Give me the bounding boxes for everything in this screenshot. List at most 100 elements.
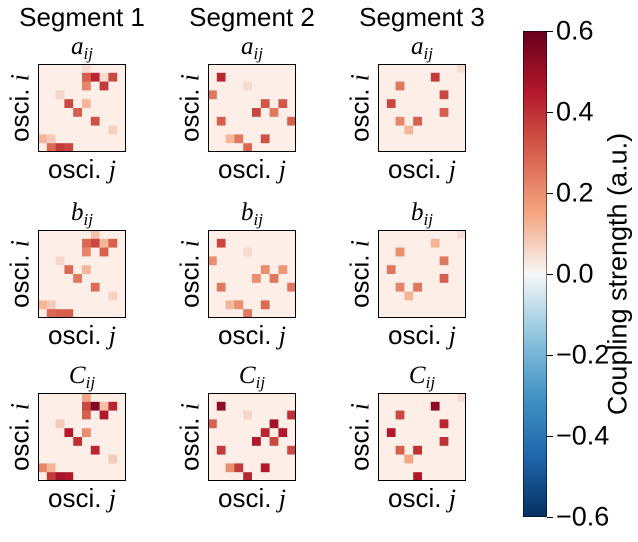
cell-r2-c1: [216, 410, 226, 420]
cell-r7-c6: [430, 454, 440, 464]
cell-r0-c6: [90, 64, 100, 74]
cell-r2-c2: [395, 247, 405, 257]
cell-r9-c5: [252, 143, 262, 152]
cell-r3-c6: [260, 419, 270, 429]
cell-r1-c5: [422, 72, 432, 82]
cell-r4-c5: [422, 99, 432, 109]
cell-r8-c3: [404, 463, 414, 473]
cell-r0-c4: [413, 64, 423, 74]
cell-r4-c4: [413, 99, 423, 109]
ylabel-C-seg2: osci. i: [174, 403, 205, 471]
cell-r2-c7: [269, 247, 279, 257]
cell-r7-c2: [55, 454, 65, 464]
cell-r4-c6: [430, 428, 440, 438]
cell-r8-c6: [430, 463, 440, 473]
cell-r7-c0: [38, 125, 48, 135]
cell-r9-c3: [234, 472, 244, 481]
cell-r7-c1: [386, 291, 396, 301]
cell-r7-c3: [234, 291, 244, 301]
cell-r7-c8: [108, 291, 118, 301]
cell-r7-c6: [260, 125, 270, 135]
cell-r8-c1: [216, 463, 226, 473]
cell-r1-c4: [73, 72, 83, 82]
cell-r5-c0: [378, 108, 388, 118]
cell-r3-c2: [225, 90, 235, 100]
cell-r8-c2: [395, 134, 405, 144]
cell-r4-c5: [422, 265, 432, 275]
cell-r9-c1: [216, 309, 226, 318]
cell-r8-c6: [90, 463, 100, 473]
cell-r6-c7: [439, 282, 449, 292]
cell-r2-c4: [73, 81, 83, 91]
cell-r6-c1: [46, 445, 56, 455]
cell-r3-c8: [278, 256, 288, 266]
cell-r6-c8: [108, 116, 118, 126]
cell-r2-c5: [422, 81, 432, 91]
cell-r7-c3: [64, 454, 74, 464]
cell-r1-c7: [269, 72, 279, 82]
cell-r6-c7: [439, 445, 449, 455]
cell-r3-c0: [38, 90, 48, 100]
cell-r9-c6: [430, 309, 440, 318]
cell-r2-c1: [386, 410, 396, 420]
cell-r2-c0: [38, 410, 48, 420]
cell-r7-c8: [278, 125, 288, 135]
cell-r4-c7: [439, 428, 449, 438]
colorbar-tick-mark: [547, 274, 553, 275]
cell-r3-c6: [430, 419, 440, 429]
cell-r4-c7: [99, 265, 109, 275]
cell-r2-c8: [108, 410, 118, 420]
cell-r5-c4: [413, 274, 423, 284]
cell-r8-c9: [457, 134, 466, 144]
cell-r8-c8: [108, 463, 118, 473]
cell-r0-c2: [395, 393, 405, 403]
cell-r2-c6: [260, 247, 270, 257]
cell-r5-c0: [378, 274, 388, 284]
cell-r3-c5: [82, 256, 92, 266]
cell-r2-c3: [64, 410, 74, 420]
cell-r1-c8: [448, 238, 458, 248]
cell-r9-c7: [99, 309, 109, 318]
cell-r1-c4: [73, 401, 83, 411]
cell-r5-c6: [430, 274, 440, 284]
cell-r8-c2: [395, 463, 405, 473]
cell-r5-c8: [108, 437, 118, 447]
cell-r6-c9: [117, 282, 126, 292]
cell-r3-c6: [90, 256, 100, 266]
cell-r6-c1: [216, 116, 226, 126]
cell-r0-c4: [243, 230, 253, 240]
heatmap-C-seg2: [208, 393, 296, 481]
cell-r0-c7: [439, 230, 449, 240]
cell-r5-c2: [55, 274, 65, 284]
cell-r3-c8: [448, 256, 458, 266]
cell-r2-c2: [395, 410, 405, 420]
cell-r1-c1: [216, 238, 226, 248]
cell-r1-c8: [278, 401, 288, 411]
cell-r4-c7: [99, 428, 109, 438]
cell-r8-c9: [117, 463, 126, 473]
cell-r7-c6: [90, 125, 100, 135]
cell-r5-c3: [404, 274, 414, 284]
cell-r3-c9: [117, 419, 126, 429]
cell-r0-c9: [287, 64, 296, 74]
cell-r6-c3: [234, 116, 244, 126]
cell-r9-c9: [117, 472, 126, 481]
cell-r8-c7: [269, 300, 279, 310]
cell-r0-c0: [38, 393, 48, 403]
cell-r0-c4: [243, 393, 253, 403]
cell-r0-c8: [278, 393, 288, 403]
cell-r8-c5: [82, 300, 92, 310]
cell-r1-c2: [225, 238, 235, 248]
cell-r5-c2: [395, 274, 405, 284]
cell-r8-c7: [439, 300, 449, 310]
cell-r0-c4: [243, 64, 253, 74]
cell-r6-c2: [55, 445, 65, 455]
cell-r8-c8: [448, 134, 458, 144]
cell-r6-c2: [55, 116, 65, 126]
cell-r2-c3: [64, 247, 74, 257]
cell-r7-c1: [216, 125, 226, 135]
cell-r4-c8: [108, 265, 118, 275]
cell-r2-c8: [278, 81, 288, 91]
cell-r7-c2: [55, 291, 65, 301]
cell-r2-c8: [448, 410, 458, 420]
